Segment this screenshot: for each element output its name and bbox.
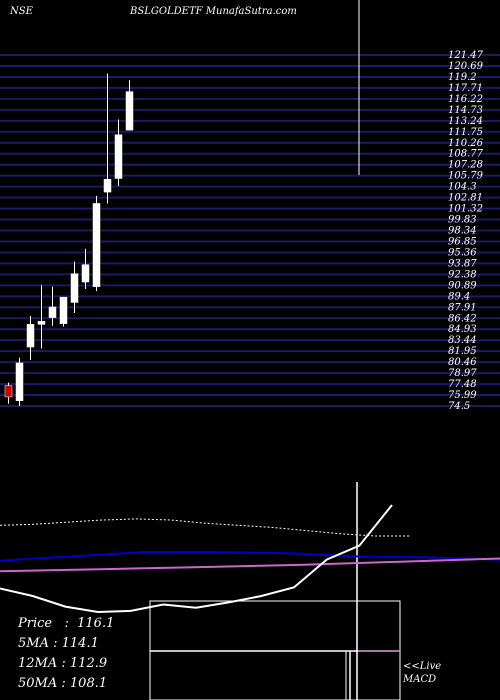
price-level-label: 116.22: [448, 94, 483, 105]
price-level-label: 81.95: [448, 346, 477, 357]
ma-line-dotted: [0, 518, 410, 537]
price-level-label: 105.79: [448, 171, 484, 182]
info-12ma: 12MA : 112.9: [18, 656, 108, 671]
price-level-label: 117.71: [448, 83, 483, 94]
info-50ma-value: 108.1: [69, 676, 108, 691]
info-12ma-label: 12MA: [18, 656, 58, 671]
price-level-label: 98.34: [448, 226, 477, 237]
candle-body: [103, 179, 112, 193]
candle-body: [92, 203, 101, 287]
price-level-label: 102.81: [448, 193, 483, 204]
candle: [103, 73, 112, 204]
candle-body: [59, 296, 68, 324]
info-price-label: Price: [18, 616, 53, 631]
candle-body: [4, 385, 13, 398]
chart-title: BSLGOLDETF MunafaSutra.com: [130, 6, 297, 17]
macd-label: MACD: [403, 674, 437, 685]
candle: [4, 382, 13, 404]
candle-body: [48, 306, 57, 318]
price-level-label: 80.46: [448, 357, 477, 368]
info-50ma-label: 50MA: [18, 676, 58, 691]
price-level-label: 95.36: [448, 247, 477, 258]
price-level-label: 86.42: [448, 313, 477, 324]
candle-body: [81, 264, 90, 283]
price-level-label: 113.24: [448, 116, 483, 127]
price-level-label: 119.2: [448, 72, 477, 83]
price-level-label: 96.85: [448, 236, 477, 247]
price-level-label: 87.91: [448, 302, 477, 313]
info-12ma-value: 112.9: [69, 656, 108, 671]
price-level-label: 99.83: [448, 215, 477, 226]
price-level-label: 104.3: [448, 182, 477, 193]
ma-line-magenta: [0, 557, 500, 573]
price-level-label: 78.97: [448, 368, 477, 379]
candlestick-series: [4, 73, 134, 406]
price-axis-labels: 121.47120.69119.2117.71116.22114.73113.2…: [448, 50, 484, 412]
price-level-label: 77.48: [448, 379, 477, 390]
price-level-label: 74.5: [448, 401, 470, 412]
price-level-label: 107.28: [448, 160, 483, 171]
price-level-label: 120.69: [448, 61, 484, 72]
candle: [59, 296, 68, 327]
exchange-label: NSE: [10, 6, 33, 17]
price-level-label: 89.4: [448, 291, 470, 302]
candle: [92, 195, 101, 292]
candle: [114, 119, 123, 187]
price-level-label: 93.87: [448, 258, 477, 269]
candle: [70, 261, 79, 314]
candle: [37, 285, 46, 349]
candle: [81, 248, 90, 289]
candle: [26, 316, 35, 360]
info-5ma-label: 5MA: [18, 636, 49, 651]
price-level-label: 75.99: [448, 390, 477, 401]
info-5ma: 5MA : 114.1: [18, 636, 99, 651]
candle-body: [15, 362, 24, 401]
price-level-label: 83.44: [448, 335, 477, 346]
price-level-label: 110.26: [448, 138, 484, 149]
candle-body: [114, 134, 123, 179]
macd-live-label: <<Live: [403, 661, 442, 672]
price-grid: [0, 54, 500, 407]
candle: [125, 80, 134, 131]
candle-body: [70, 273, 79, 303]
price-level-label: 101.32: [448, 204, 483, 215]
candle-body: [125, 91, 134, 131]
candle: [15, 357, 24, 406]
price-level-label: 121.47: [448, 50, 484, 61]
info-price-value: 116.1: [77, 616, 115, 631]
candle: [48, 286, 57, 326]
info-5ma-value: 114.1: [61, 636, 99, 651]
price-level-label: 92.38: [448, 269, 477, 280]
price-level-label: 84.93: [448, 324, 477, 335]
info-50ma: 50MA : 108.1: [18, 676, 108, 691]
ma-line-blue: [0, 551, 500, 562]
price-level-label: 111.75: [448, 127, 483, 138]
ma-line-white: [0, 504, 393, 614]
price-level-label: 90.89: [448, 280, 477, 291]
price-level-label: 114.73: [448, 105, 483, 116]
info-price: Price : 116.1: [18, 616, 115, 631]
candle-body: [26, 324, 35, 348]
price-level-label: 108.77: [448, 149, 484, 160]
candle-body: [37, 321, 46, 325]
